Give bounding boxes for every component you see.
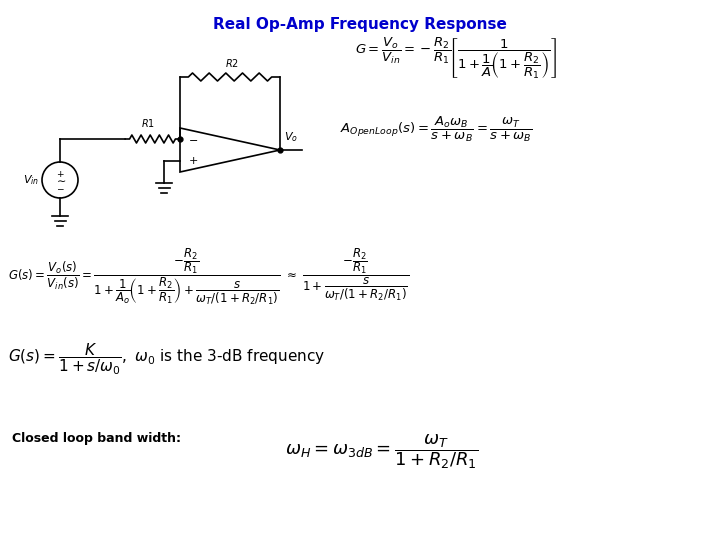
Text: $+$: $+$ bbox=[55, 169, 64, 179]
Text: $R1$: $R1$ bbox=[142, 117, 156, 129]
Text: $+$: $+$ bbox=[188, 156, 198, 166]
Text: Closed loop band width:: Closed loop band width: bbox=[12, 432, 181, 445]
Text: Real Op-Amp Frequency Response: Real Op-Amp Frequency Response bbox=[213, 17, 507, 32]
Text: $G(s) = \dfrac{K}{1+s/\omega_0},\ \omega_0\ \mathrm{is\ the\ 3\text{-}dB\ freque: $G(s) = \dfrac{K}{1+s/\omega_0},\ \omega… bbox=[8, 342, 325, 377]
Text: $A_{OpenLoop}(s) = \dfrac{A_o\omega_B}{s+\omega_B} = \dfrac{\omega_T}{s+\omega_B: $A_{OpenLoop}(s) = \dfrac{A_o\omega_B}{s… bbox=[340, 115, 533, 144]
Text: $\omega_H = \omega_{3dB} = \dfrac{\omega_T}{1+R_2/R_1}$: $\omega_H = \omega_{3dB} = \dfrac{\omega… bbox=[285, 432, 478, 471]
Text: $-$: $-$ bbox=[55, 184, 64, 192]
Text: $R2$: $R2$ bbox=[225, 57, 239, 69]
Text: $V_{in}$: $V_{in}$ bbox=[23, 173, 39, 187]
Text: $-$: $-$ bbox=[188, 134, 198, 144]
Text: $V_o$: $V_o$ bbox=[284, 130, 298, 144]
Text: $G = \dfrac{V_o}{V_{in}} = -\dfrac{R_2}{R_1}\!\left[\dfrac{1}{1+\dfrac{1}{A}\!\l: $G = \dfrac{V_o}{V_{in}} = -\dfrac{R_2}{… bbox=[355, 35, 557, 80]
Text: $G(s) = \dfrac{V_o(s)}{V_{in}(s)} = \dfrac{-\dfrac{R_2}{R_1}}{1+\dfrac{1}{A_o}\!: $G(s) = \dfrac{V_o(s)}{V_{in}(s)} = \dfr… bbox=[8, 247, 409, 307]
Text: $\sim$: $\sim$ bbox=[54, 176, 66, 186]
